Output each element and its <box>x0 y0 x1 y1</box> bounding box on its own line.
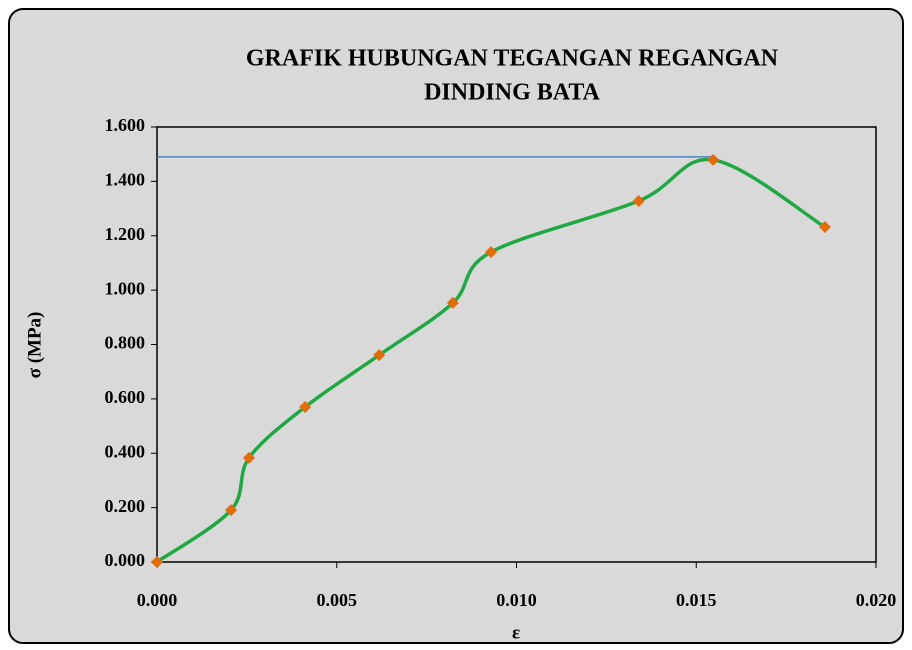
y-tick-label: 1.400 <box>105 170 146 190</box>
chart-title: GRAFIK HUBUNGAN TEGANGAN REGANGAN <box>246 46 779 72</box>
y-tick-label: 1.000 <box>105 278 146 298</box>
data-marker <box>446 296 459 309</box>
y-tick-label: 0.800 <box>105 333 146 353</box>
chart-frame <box>8 8 904 644</box>
x-tick-label: 0.000 <box>137 590 178 610</box>
data-line <box>155 157 826 564</box>
y-tick-label: 1.200 <box>105 224 146 244</box>
y-axis-label: σ (MPa) <box>24 312 45 379</box>
data-marker <box>151 556 163 568</box>
x-tick-label: 0.010 <box>496 590 537 610</box>
y-tick-label: 0.000 <box>105 550 146 570</box>
y-tick-label: 0.200 <box>105 496 146 516</box>
data-marker <box>373 349 386 362</box>
data-marker <box>299 401 312 414</box>
data-marker <box>225 504 238 517</box>
chart-title: DINDING BATA <box>424 80 600 106</box>
y-tick-label: 0.600 <box>105 387 146 407</box>
data-marker <box>632 194 645 207</box>
x-tick-label: 0.020 <box>856 590 897 610</box>
y-tick-label: 0.400 <box>105 441 146 461</box>
x-tick-label: 0.005 <box>317 590 358 610</box>
y-tick-label: 1.600 <box>105 115 146 135</box>
data-marker <box>484 246 497 259</box>
x-tick-label: 0.015 <box>676 590 717 610</box>
x-axis-label: ε <box>512 622 520 643</box>
data-marker <box>243 451 256 464</box>
data-marker <box>707 153 720 166</box>
data-marker <box>818 221 831 234</box>
